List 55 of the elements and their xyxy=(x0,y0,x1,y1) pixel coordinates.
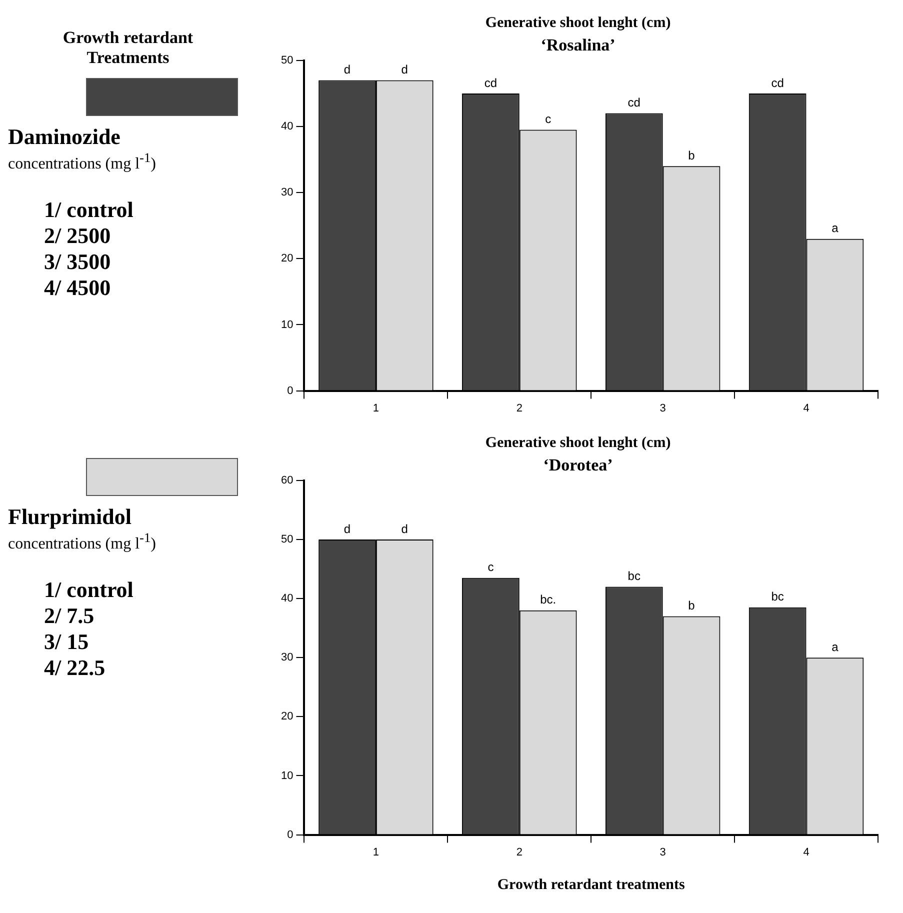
x-axis-title: Growth retardant treatments xyxy=(497,876,686,893)
x-tick-label: 4 xyxy=(803,846,810,858)
text: 4/ 4500 xyxy=(43,275,112,302)
text: 3/ 3500 xyxy=(43,249,112,276)
chart-title: Generative shoot lenght (cm) xyxy=(485,14,671,31)
data-label: d xyxy=(401,522,408,536)
data-label: bc xyxy=(771,590,784,604)
data-label: d xyxy=(344,62,351,77)
text: 2/ 7.5 xyxy=(43,603,96,630)
data-label: bc xyxy=(628,569,640,584)
y-tick-label: 10 xyxy=(280,318,294,331)
x-tick-label: 1 xyxy=(372,846,380,858)
data-label: a xyxy=(832,640,839,654)
data-label: a xyxy=(832,221,839,236)
y-tick-label: 40 xyxy=(280,120,294,133)
text: Daminozide xyxy=(8,124,122,150)
text: 2/ 2500 xyxy=(43,223,112,250)
y-tick-label: 50 xyxy=(280,54,294,66)
x-tick-label: 1 xyxy=(372,402,380,414)
y-tick-label: 20 xyxy=(280,710,294,723)
y-tick-label: 20 xyxy=(280,252,294,265)
chart-subtitle: ‘Rosalina’ xyxy=(540,36,616,55)
y-tick-label: 60 xyxy=(280,474,294,486)
data-label: bc. xyxy=(540,592,556,607)
x-tick-label: 4 xyxy=(803,402,810,414)
data-label: d xyxy=(401,62,408,77)
data-label: b xyxy=(688,148,696,162)
data-label: cd xyxy=(628,96,640,110)
data-label: c xyxy=(545,112,552,126)
x-tick-label: 3 xyxy=(660,402,666,414)
data-label: cd xyxy=(484,76,498,90)
y-tick-label: 30 xyxy=(280,652,294,664)
data-label: b xyxy=(688,598,696,613)
data-label: c xyxy=(488,560,494,574)
y-tick-label: 0 xyxy=(287,384,294,397)
y-tick-label: 10 xyxy=(280,770,294,782)
text: concentrations (mg l$^{-1}$) xyxy=(8,150,157,174)
x-tick-label: 3 xyxy=(660,846,666,858)
x-tick-label: 2 xyxy=(516,402,522,414)
text: 1/ control xyxy=(43,197,134,224)
y-tick-label: 0 xyxy=(287,828,294,841)
data-label: d xyxy=(344,522,351,536)
y-tick-label: 50 xyxy=(280,534,294,546)
text: concentrations (mg l$^{-1}$) xyxy=(8,530,157,554)
legend-title: Growth retardant Treatments xyxy=(62,28,194,68)
data-label: cd xyxy=(771,76,784,90)
text: 3/ 15 xyxy=(43,629,90,656)
text: 1/ control xyxy=(43,577,134,604)
text: 4/ 22.5 xyxy=(43,655,106,682)
y-tick-label: 40 xyxy=(280,592,294,605)
x-tick-label: 2 xyxy=(516,846,522,858)
y-tick-label: 30 xyxy=(280,186,294,199)
chart-title: Generative shoot lenght (cm) xyxy=(485,434,671,451)
text: Flurprimidol xyxy=(8,504,132,530)
chart-subtitle: ‘Dorotea’ xyxy=(543,456,613,475)
